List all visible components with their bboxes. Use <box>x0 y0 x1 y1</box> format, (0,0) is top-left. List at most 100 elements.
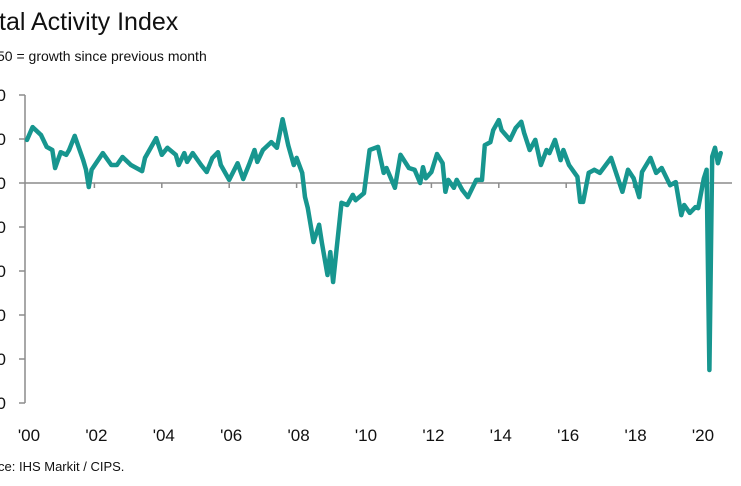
data-point <box>420 165 425 170</box>
data-point <box>86 184 91 189</box>
data-point <box>513 126 518 130</box>
x-tick-label: '12 <box>422 426 444 445</box>
data-point <box>210 155 215 160</box>
data-point <box>519 119 524 124</box>
data-point <box>668 183 673 188</box>
data-point <box>482 143 487 148</box>
data-point <box>640 170 645 174</box>
data-point <box>215 150 220 155</box>
data-point <box>303 195 308 200</box>
data-point <box>30 125 35 130</box>
data-point <box>89 167 94 172</box>
data-point <box>241 177 246 182</box>
data-point <box>53 166 58 171</box>
data-point <box>376 144 381 149</box>
data-point <box>58 150 63 155</box>
data-point <box>384 166 389 171</box>
data-point <box>586 170 591 175</box>
data-point <box>165 145 170 150</box>
data-point <box>280 117 285 122</box>
data-point <box>185 159 190 164</box>
data-point <box>460 188 465 193</box>
data-point <box>713 145 718 150</box>
data-point <box>631 176 636 181</box>
data-point <box>496 118 501 123</box>
x-tick-label: '14 <box>490 426 512 445</box>
y-tick-label: 40 <box>0 218 6 237</box>
x-tick-label: '06 <box>220 426 242 445</box>
data-point <box>682 203 687 207</box>
data-point <box>291 162 296 167</box>
data-point <box>367 148 372 152</box>
chart-subtitle: 50 = growth since previous month <box>0 48 207 64</box>
data-point <box>39 133 44 138</box>
plot-area <box>24 116 723 373</box>
x-tick-label: '00 <box>18 426 40 445</box>
data-point <box>227 177 232 182</box>
data-point <box>345 203 350 207</box>
data-point <box>701 176 706 181</box>
data-point <box>339 200 344 205</box>
data-point <box>446 177 451 182</box>
data-point <box>406 166 411 171</box>
data-point <box>440 161 445 166</box>
data-point <box>499 128 504 133</box>
data-point <box>255 159 260 164</box>
y-tick-label: 0 <box>0 394 6 413</box>
data-point <box>319 240 324 245</box>
data-point <box>592 167 597 172</box>
data-point <box>286 143 291 148</box>
axes <box>19 94 732 404</box>
data-point <box>190 151 195 156</box>
data-point <box>704 167 709 172</box>
data-point <box>465 195 470 200</box>
data-point <box>154 136 159 141</box>
data-point <box>317 222 322 227</box>
data-point <box>597 170 602 175</box>
data-point <box>718 151 723 156</box>
x-tick-label: '20 <box>692 426 714 445</box>
data-point <box>50 148 55 152</box>
data-point <box>578 199 583 204</box>
data-point <box>558 158 563 163</box>
data-point <box>581 199 586 204</box>
data-point <box>561 148 566 152</box>
y-tick-label: 70 <box>0 86 6 105</box>
data-point <box>687 210 692 215</box>
data-point <box>443 189 448 194</box>
series-line <box>24 116 723 373</box>
data-point <box>614 173 619 178</box>
data-point <box>429 170 434 174</box>
data-point <box>100 151 105 156</box>
data-point <box>305 206 310 211</box>
data-point <box>488 140 493 145</box>
chart-title: tal Activity Index <box>0 8 179 36</box>
data-point <box>648 155 653 160</box>
data-point <box>274 145 279 150</box>
data-point <box>44 144 49 149</box>
data-point <box>567 162 572 167</box>
x-tick-label: '18 <box>625 426 647 445</box>
data-point <box>454 177 459 182</box>
data-point <box>72 133 77 138</box>
data-point <box>199 162 204 167</box>
y-tick-label: 10 <box>0 350 6 369</box>
data-point <box>362 191 366 196</box>
y-axis-labels: 70 60 50 40 30 20 10 0 <box>0 86 6 413</box>
data-point <box>715 161 720 166</box>
data-point <box>109 162 114 167</box>
data-point <box>392 185 397 190</box>
data-point <box>140 169 145 174</box>
data-point <box>218 162 223 167</box>
data-point <box>350 192 355 197</box>
data-point <box>710 154 715 159</box>
data-point <box>381 170 386 175</box>
y-tick-label: 60 <box>0 130 6 149</box>
data-point <box>311 239 316 244</box>
data-point <box>159 152 164 157</box>
y-tick-label: 50 <box>0 174 6 193</box>
data-point <box>142 155 147 160</box>
data-point <box>25 137 29 142</box>
data-point <box>412 167 417 172</box>
